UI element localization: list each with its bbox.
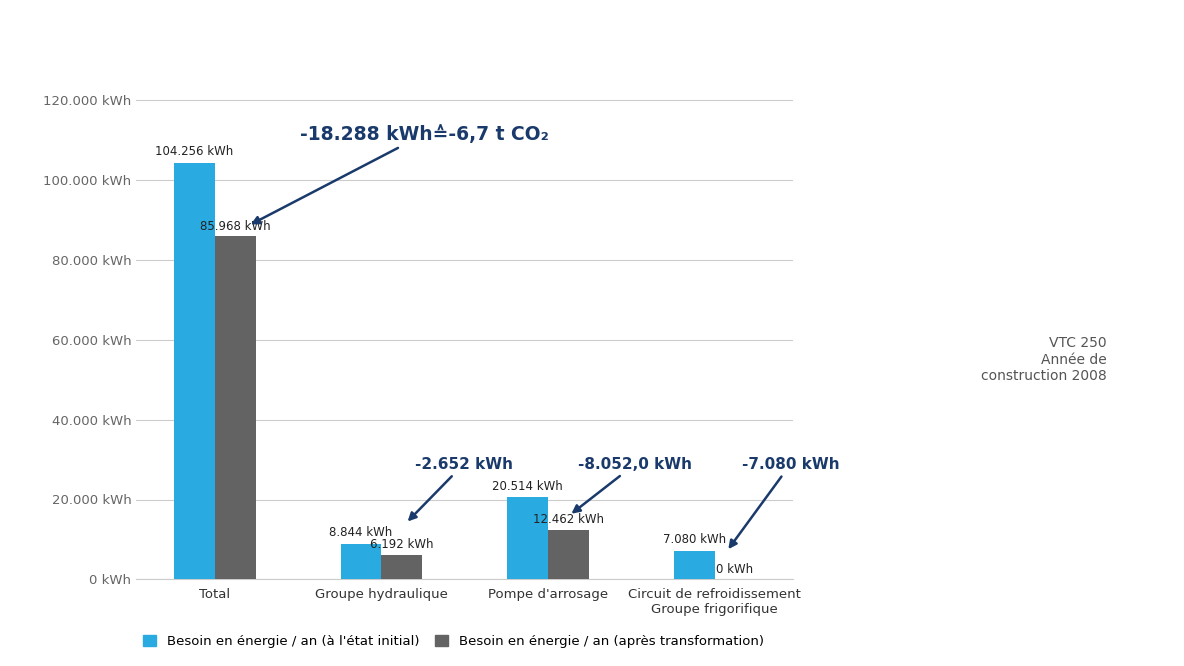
Legend: Besoin en énergie / an (à l'état initial), Besoin en énergie / an (après transfo: Besoin en énergie / an (à l'état initial… [143,635,764,648]
Text: VTC 250
Année de
construction 2008: VTC 250 Année de construction 2008 [982,336,1107,383]
Bar [214,236,256,579]
Bar [507,498,548,579]
Text: 6.192 kWh: 6.192 kWh [371,539,433,551]
Bar [341,544,381,579]
Text: 85.968 kWh: 85.968 kWh [200,220,271,232]
Text: 20.514 kWh: 20.514 kWh [493,480,562,493]
Text: -2.652 kWh: -2.652 kWh [410,456,513,519]
Text: 7.080 kWh: 7.080 kWh [663,533,726,546]
Text: 104.256 kWh: 104.256 kWh [155,145,233,158]
Text: 0 kWh: 0 kWh [716,563,753,576]
Bar [674,551,715,579]
Text: 8.844 kWh: 8.844 kWh [329,526,393,539]
Text: -8.052,0 kWh: -8.052,0 kWh [573,456,693,512]
Text: -7.080 kWh: -7.080 kWh [731,456,839,547]
Bar [381,555,423,579]
Text: -18.288 kWh≙-6,7 t CO₂: -18.288 kWh≙-6,7 t CO₂ [253,125,548,223]
Text: 12.462 kWh: 12.462 kWh [533,513,604,526]
Bar [548,529,588,579]
Bar [174,163,214,579]
